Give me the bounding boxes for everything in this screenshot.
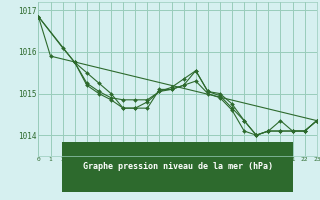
X-axis label: Graphe pression niveau de la mer (hPa): Graphe pression niveau de la mer (hPa) [83, 162, 273, 171]
